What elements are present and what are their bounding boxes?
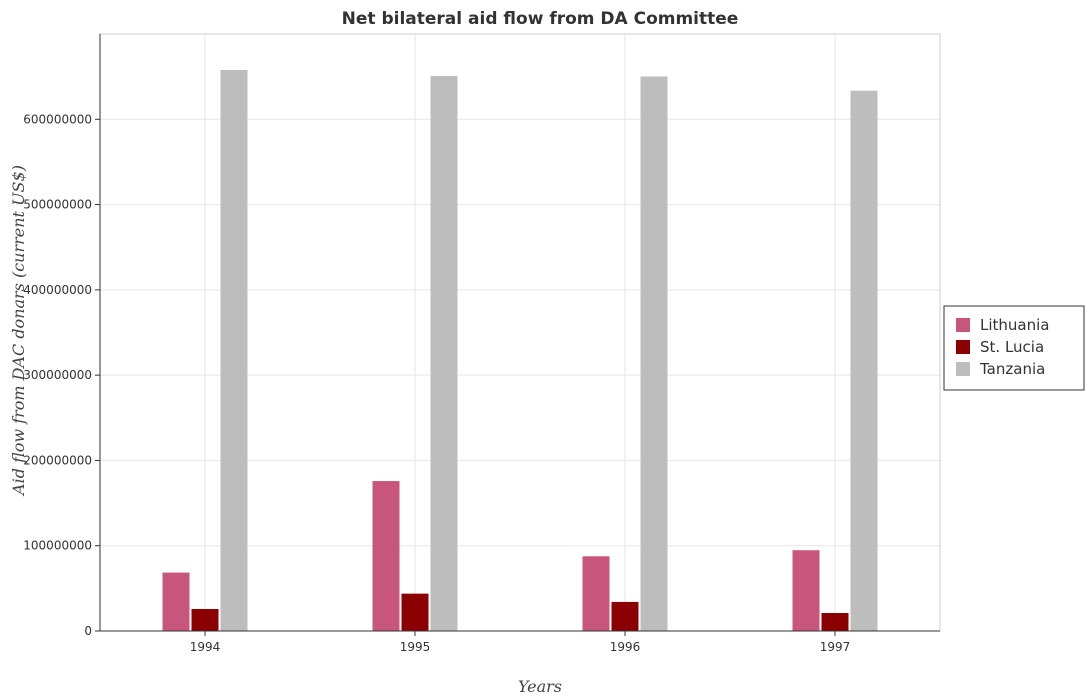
y-axis-label: Aid flow from DAC donars (current US$) <box>9 165 28 497</box>
bars <box>162 69 878 632</box>
y-tick-label: 500000000 <box>23 198 92 212</box>
legend-swatch <box>956 362 970 376</box>
x-axis: 1994 1995 1996 1997 <box>100 630 940 654</box>
legend: Lithuania St. Lucia Tanzania <box>943 305 1085 391</box>
x-axis-label: Years <box>518 677 562 696</box>
legend-label: St. Lucia <box>980 338 1044 356</box>
bar-lithuania-1994 <box>162 572 190 631</box>
bar-tanzania-1996 <box>640 76 668 631</box>
x-tick-label: 1994 <box>190 640 221 654</box>
bar-lithuania-1995 <box>372 481 400 631</box>
bar-st-lucia-1994 <box>191 608 219 631</box>
y-tick-label: 600000000 <box>23 112 92 126</box>
x-tick-label: 1997 <box>820 640 851 654</box>
bar-st-lucia-1995 <box>401 593 429 631</box>
bar-st-lucia-1996 <box>611 601 639 631</box>
bar-tanzania-1997 <box>850 90 878 632</box>
bar-st-lucia-1997 <box>821 613 849 631</box>
legend-label: Tanzania <box>979 360 1045 378</box>
y-tick-label: 0 <box>84 624 92 638</box>
y-tick-label: 200000000 <box>23 453 92 467</box>
y-axis: 0 100000000 200000000 300000000 400000000 500… <box>23 34 101 638</box>
bar-lithuania-1997 <box>792 550 820 631</box>
legend-label: Lithuania <box>980 316 1049 334</box>
x-tick-label: 1995 <box>400 640 431 654</box>
y-tick-label: 400000000 <box>23 283 92 297</box>
legend-swatch <box>956 318 970 332</box>
bar-tanzania-1995 <box>430 75 458 631</box>
y-tick-label: 100000000 <box>23 539 92 553</box>
legend-swatch <box>956 340 970 354</box>
x-tick-label: 1996 <box>610 640 641 654</box>
y-tick-label: 300000000 <box>23 368 92 382</box>
bar-lithuania-1996 <box>582 556 610 631</box>
chart-title: Net bilateral aid flow from DA Committee <box>342 9 739 29</box>
bar-tanzania-1994 <box>220 69 248 631</box>
